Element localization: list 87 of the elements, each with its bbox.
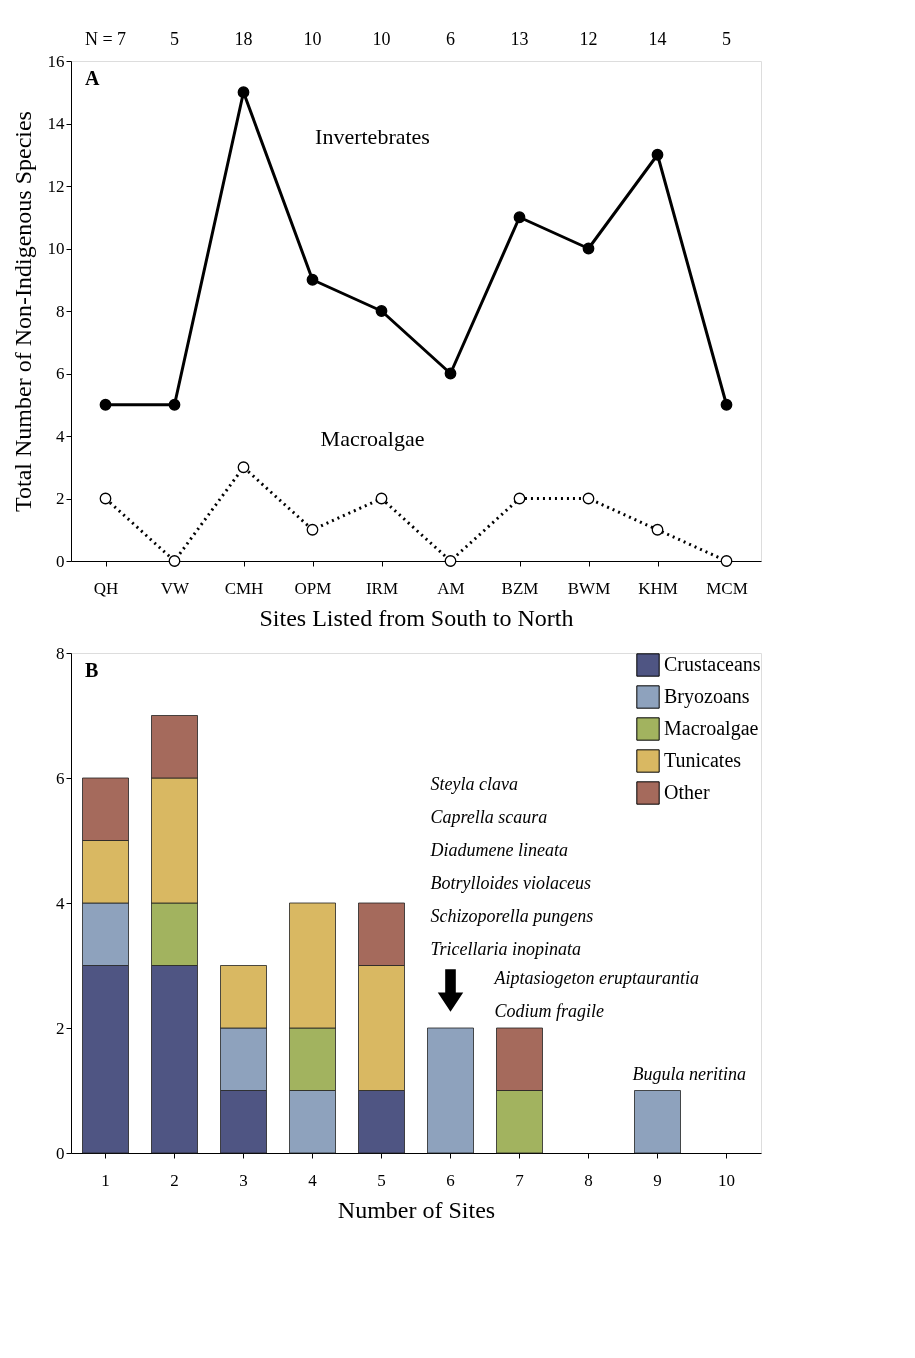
- point: [651, 523, 664, 536]
- x-tick-label: QH: [93, 578, 119, 598]
- annotation: Bugula neritina: [632, 1063, 746, 1084]
- y-tick-label: 2: [56, 1018, 65, 1038]
- text: 6: [446, 29, 455, 49]
- x-tick-label: KHM: [638, 578, 678, 598]
- text: 5: [170, 29, 179, 49]
- legend-label: Other: [664, 781, 710, 803]
- y-axis-title: Total Number of Non-Indigenous Species: [9, 111, 36, 512]
- x-tick-label: 6: [446, 1170, 455, 1190]
- bar: [634, 1090, 681, 1154]
- y-tick-label: 6: [56, 768, 65, 788]
- x-tick-label: 10: [718, 1170, 735, 1190]
- annotation: Aiptasiogeton eruptaurantia: [493, 968, 699, 989]
- y-tick-label: 2: [56, 489, 65, 508]
- y-tick-label: 8: [56, 643, 65, 663]
- text: 14: [648, 29, 667, 49]
- bar: [427, 1027, 474, 1154]
- x-tick-label: 5: [377, 1170, 386, 1190]
- point: [513, 492, 526, 505]
- x-tick-label: 7: [515, 1170, 525, 1190]
- x-tick-label: 2: [170, 1170, 179, 1190]
- point: [375, 305, 388, 317]
- annotation: Schizoporella pungens: [430, 905, 594, 926]
- legend-label: Tunicates: [664, 749, 742, 771]
- legend-label: Crustaceans: [664, 653, 761, 675]
- text: Macroalgae: [320, 426, 425, 452]
- annotation: Diadumene lineata: [429, 839, 568, 860]
- text: 10: [372, 29, 391, 49]
- point: [99, 492, 112, 505]
- y-tick-label: 8: [56, 301, 65, 321]
- point: [168, 398, 181, 411]
- y-tick-label: 4: [56, 893, 65, 913]
- annotation: Codium fragile: [494, 1001, 605, 1022]
- y-tick-label: 0: [56, 551, 65, 571]
- text: 10: [303, 29, 322, 49]
- point: [513, 211, 526, 224]
- x-tick-label: IRM: [365, 578, 399, 598]
- x-tick-label: MCM: [706, 578, 748, 598]
- annotation: B: [85, 659, 99, 681]
- x-axis-title: Sites Listed from South to North: [259, 604, 574, 631]
- point: [582, 492, 595, 505]
- x-tick-label: 4: [308, 1170, 318, 1190]
- y-tick-label: 14: [47, 114, 65, 133]
- text: 13: [510, 29, 529, 49]
- text: 12: [579, 29, 598, 49]
- point: [237, 461, 250, 474]
- y-tick-label: 16: [47, 51, 65, 71]
- text: 18: [234, 29, 253, 49]
- point: [375, 492, 388, 505]
- point: [720, 398, 733, 411]
- x-tick-label: AM: [437, 578, 465, 598]
- x-tick-label: 8: [584, 1170, 593, 1190]
- x-tick-label: VW: [160, 578, 191, 598]
- point: [306, 523, 319, 536]
- point: [444, 555, 457, 567]
- x-tick-label: CMH: [224, 578, 264, 598]
- y-tick-label: 12: [47, 176, 65, 196]
- y-tick-label: 6: [56, 364, 65, 383]
- text: 5: [722, 29, 731, 49]
- legend-label: Macroalgae: [664, 717, 759, 740]
- y-tick-label: 4: [56, 426, 65, 446]
- point: [651, 148, 664, 161]
- x-axis-title: Number of Sites: [337, 1196, 496, 1223]
- point: [582, 242, 595, 255]
- point: [99, 398, 112, 411]
- x-tick-label: BWM: [567, 578, 611, 598]
- text: N = 7: [84, 29, 127, 49]
- annotation: Caprella scaura: [430, 806, 548, 827]
- x-tick-label: OPM: [294, 578, 332, 598]
- y-tick-label: 0: [56, 1143, 65, 1163]
- text: Invertebrates: [315, 124, 430, 150]
- x-tick-label: 9: [653, 1170, 662, 1190]
- legend-label: Bryozoans: [664, 685, 750, 708]
- annotation: Tricellaria inopinata: [430, 938, 582, 959]
- point: [168, 555, 181, 567]
- x-tick-label: BZM: [501, 578, 539, 598]
- point: [306, 273, 319, 286]
- annotation: Botrylloides violaceus: [430, 872, 591, 893]
- y-tick-label: 10: [47, 239, 65, 258]
- point: [444, 367, 457, 380]
- x-tick-label: 3: [239, 1170, 248, 1190]
- point: [720, 555, 733, 567]
- annotation: Steyla clava: [430, 773, 518, 794]
- point: [237, 86, 250, 99]
- annotation: A: [85, 67, 100, 89]
- x-tick-label: 1: [101, 1170, 110, 1190]
